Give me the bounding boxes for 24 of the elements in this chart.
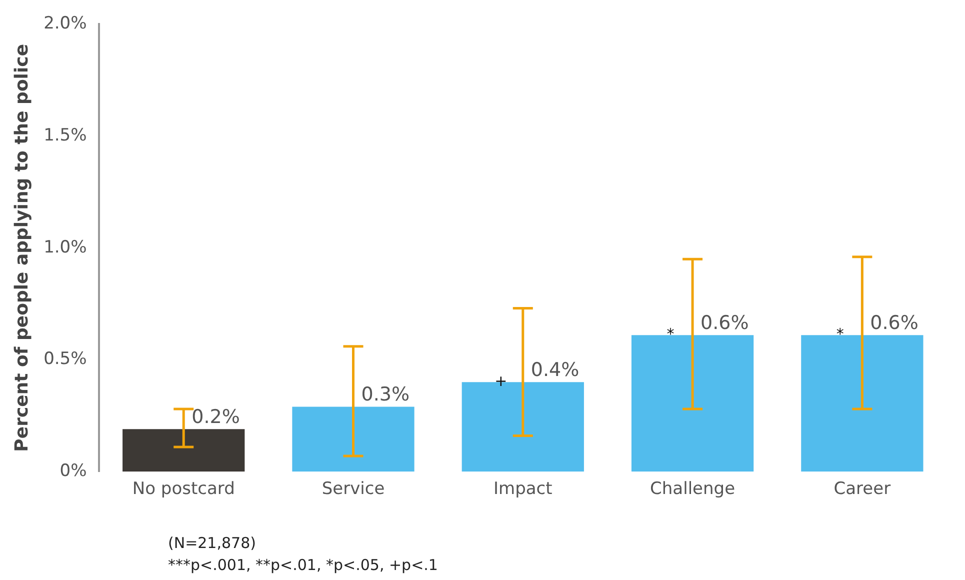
bar — [801, 335, 924, 472]
y-tick-label: 1.5% — [44, 125, 87, 146]
bar — [292, 406, 414, 472]
data-label: 0.6% — [700, 312, 749, 334]
text: ***p<.001, **p<.01, *p<.05, +p<.1 — [168, 555, 439, 576]
annotation: * — [666, 325, 675, 344]
data-label: 0.3% — [361, 384, 410, 406]
y-tick-label: 2.0% — [44, 14, 87, 34]
y-tick-label: 0% — [60, 461, 87, 482]
y-tick-label: 0.5% — [44, 349, 87, 370]
annotation: * — [836, 325, 844, 344]
data-label: 0.4% — [530, 359, 580, 382]
y-tick-label: 1.0% — [44, 237, 87, 258]
data-label: 0.2% — [192, 406, 240, 428]
x-tick-label: Career — [834, 479, 891, 500]
bar — [631, 335, 754, 472]
text: (N=21,878) — [168, 533, 257, 554]
x-tick-label: No postcard — [132, 479, 235, 500]
bar — [122, 429, 245, 472]
data-label: 0.6% — [870, 312, 918, 334]
y-axis-title: Percent of people applying to the police — [11, 44, 32, 452]
x-tick-label: Impact — [493, 479, 553, 500]
x-tick-label: Service — [322, 479, 385, 500]
x-tick-label: Challenge — [650, 479, 736, 500]
